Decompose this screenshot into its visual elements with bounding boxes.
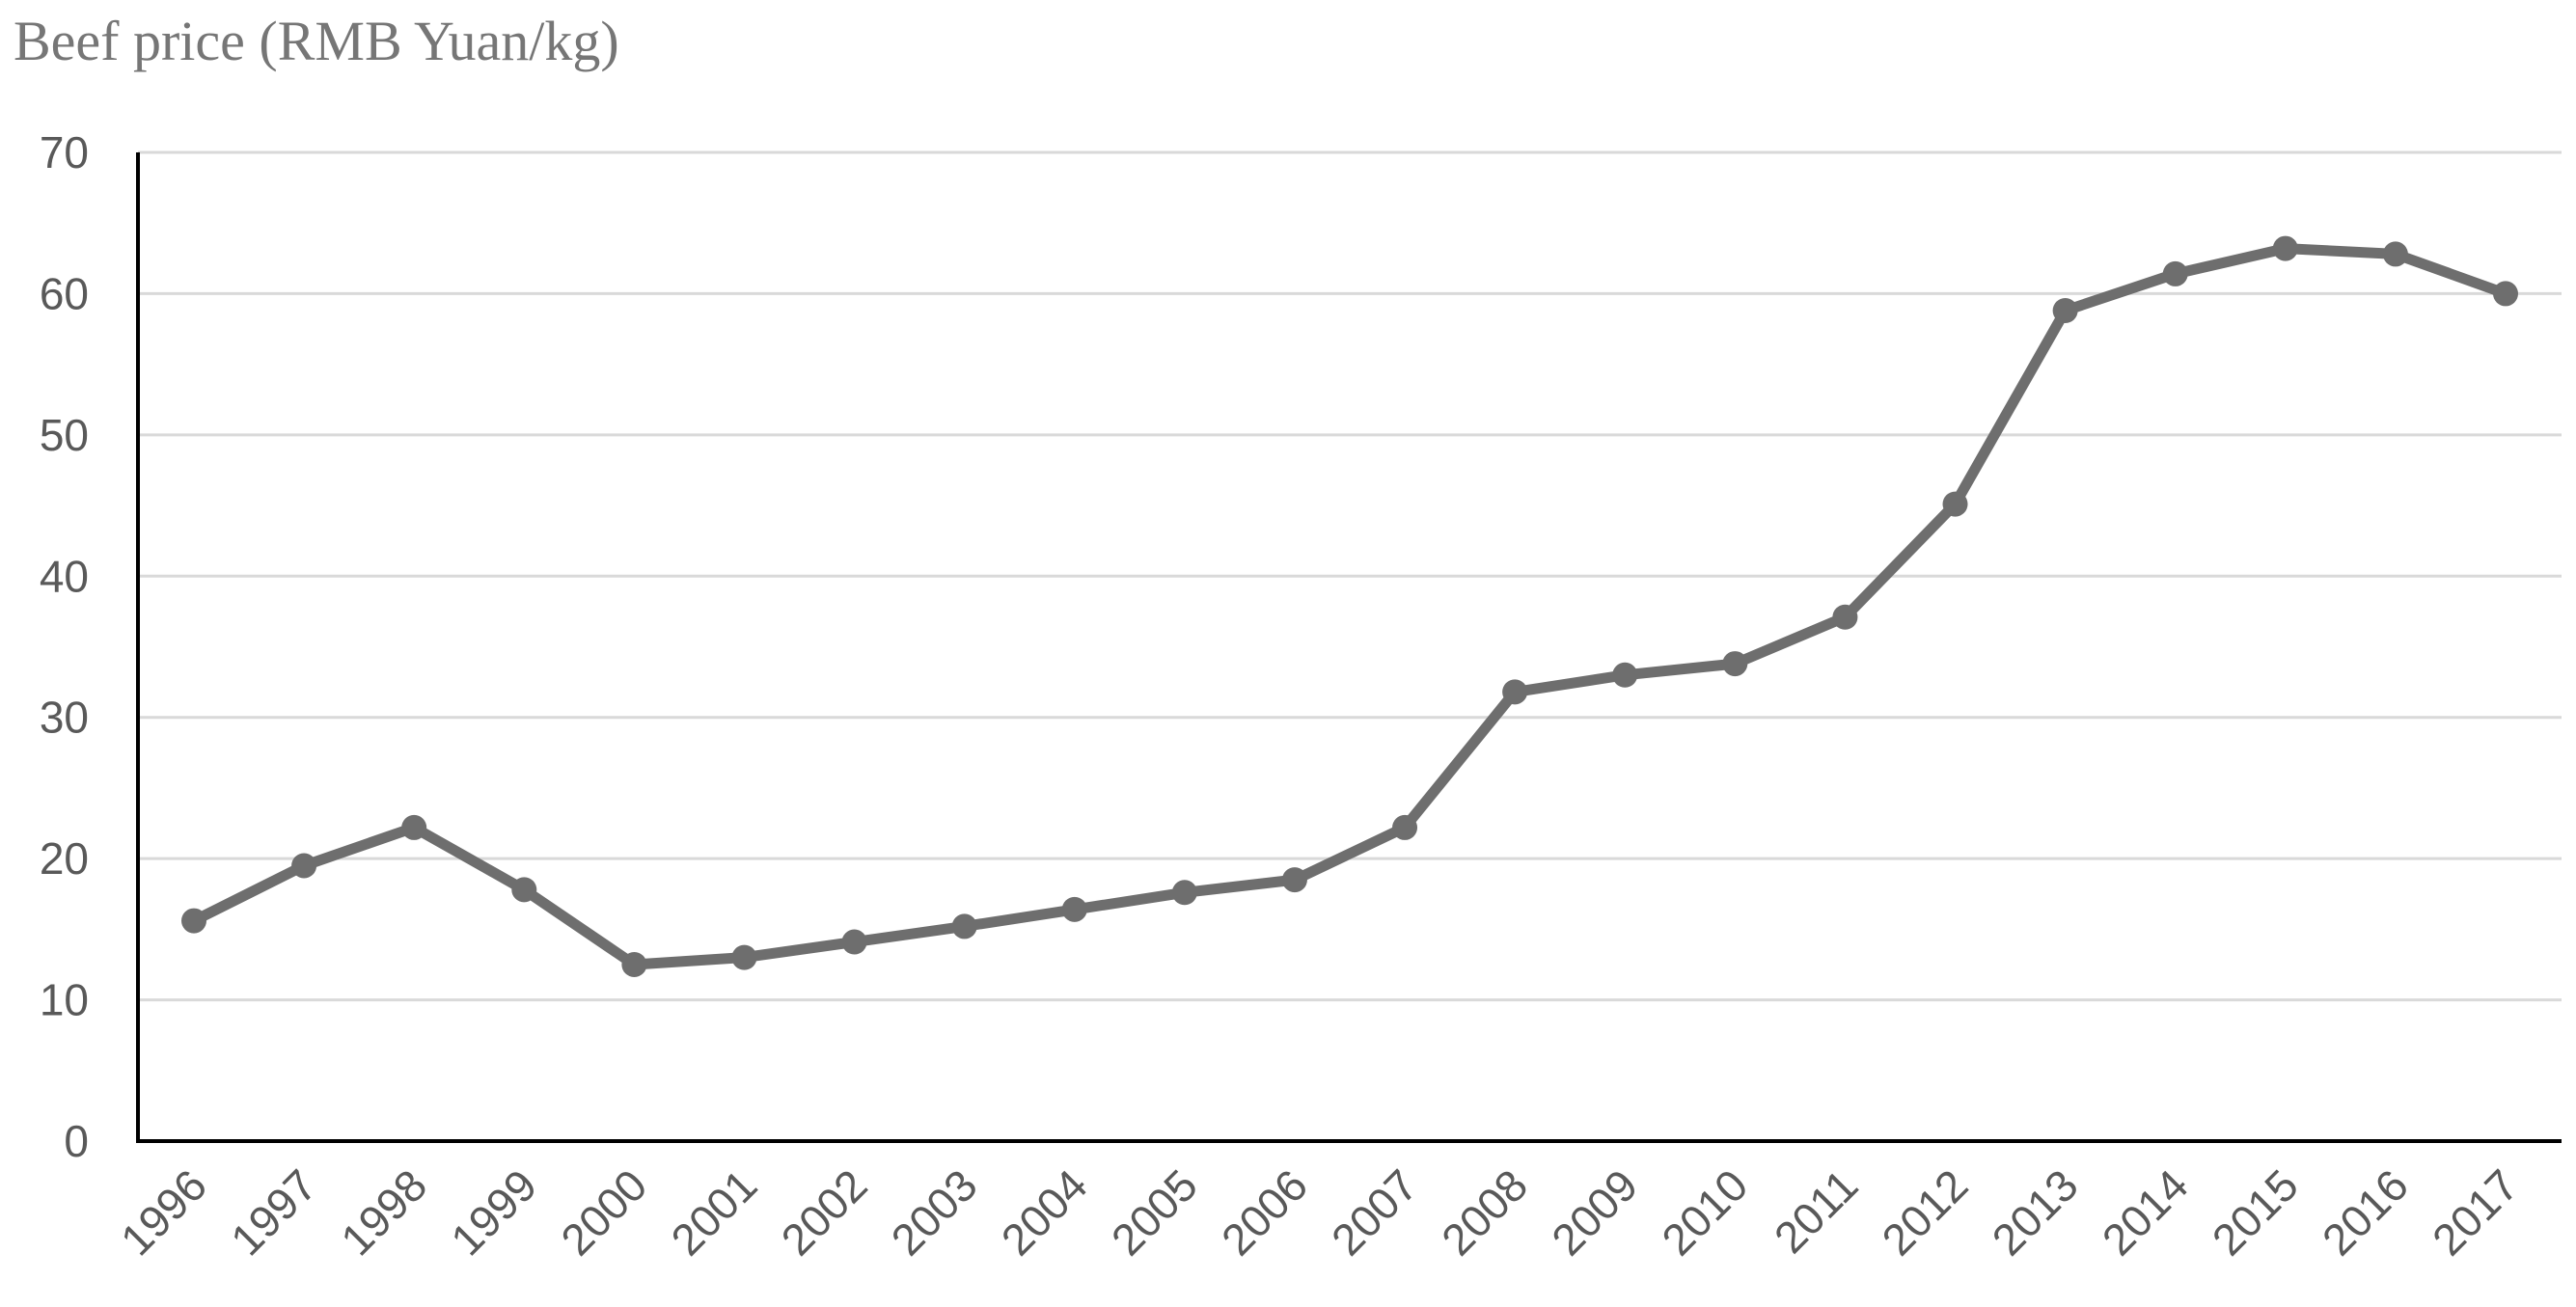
data-point-2006	[1281, 867, 1307, 893]
x-tick-label-2017: 2017	[2423, 1159, 2528, 1265]
x-tick-label-1997: 1997	[221, 1159, 326, 1265]
data-point-2012	[1942, 491, 1968, 517]
data-point-2009	[1612, 662, 1638, 688]
x-tick-label-2012: 2012	[1872, 1159, 1977, 1265]
data-point-2004	[1061, 896, 1087, 922]
x-tick-label-2008: 2008	[1432, 1159, 1537, 1265]
data-point-1999	[511, 877, 537, 903]
x-tick-label-2004: 2004	[992, 1159, 1097, 1265]
x-tick-label-1996: 1996	[111, 1159, 216, 1265]
x-tick-label-1998: 1998	[331, 1159, 436, 1265]
data-point-2008	[1502, 679, 1528, 705]
data-point-2001	[731, 944, 757, 970]
x-tick-label-2016: 2016	[2313, 1159, 2418, 1265]
x-tick-label-2001: 2001	[661, 1159, 766, 1265]
axes	[136, 152, 2562, 1143]
y-tick-label-60: 60	[40, 268, 89, 318]
x-tick-label-2003: 2003	[882, 1159, 987, 1265]
x-tick-label-2010: 2010	[1652, 1159, 1757, 1265]
data-point-2007	[1392, 814, 1418, 840]
y-tick-label-10: 10	[40, 975, 89, 1025]
data-point-2016	[2382, 241, 2408, 267]
x-tick-label-2013: 2013	[1983, 1159, 2088, 1265]
y-tick-label-50: 50	[40, 410, 89, 460]
x-tick-label-2007: 2007	[1322, 1159, 1427, 1265]
x-tick-label-2015: 2015	[2203, 1159, 2308, 1265]
data-point-2017	[2493, 281, 2518, 307]
gridlines	[138, 150, 2562, 1002]
data-point-1998	[401, 814, 427, 840]
y-axis-ticks: 0 10 20 30 40 50 60 70	[40, 127, 89, 1166]
x-tick-label-2009: 2009	[1542, 1159, 1647, 1265]
data-point-2014	[2162, 260, 2188, 286]
x-tick-label-2005: 2005	[1102, 1159, 1207, 1265]
x-tick-label-1999: 1999	[441, 1159, 546, 1265]
data-point-2010	[1722, 651, 1748, 677]
y-tick-label-20: 20	[40, 833, 89, 884]
data-point-2005	[1171, 880, 1197, 906]
data-point-2015	[2272, 235, 2298, 261]
data-point-2003	[951, 913, 977, 939]
y-tick-label-30: 30	[40, 693, 89, 743]
y-tick-label-70: 70	[40, 127, 89, 177]
x-axis-ticks: 1996 1997 1998 1999 2000 2001 2002 2003 2004 2005…	[111, 1159, 2528, 1265]
data-point-2000	[621, 951, 647, 977]
series-layer	[181, 235, 2518, 977]
data-point-2013	[2052, 298, 2078, 323]
x-tick-label-2002: 2002	[772, 1159, 877, 1265]
data-point-1997	[291, 853, 317, 879]
x-tick-label-2000: 2000	[551, 1159, 656, 1265]
series-line-0	[188, 243, 2511, 970]
data-point-1996	[181, 908, 206, 934]
x-tick-label-2006: 2006	[1212, 1159, 1317, 1265]
x-tick-label-2014: 2014	[2093, 1159, 2198, 1265]
y-tick-label-0: 0	[64, 1116, 89, 1166]
y-axis-title: Beef price (RMB Yuan/kg)	[14, 10, 619, 72]
data-point-2011	[1832, 604, 1858, 630]
x-tick-label-2011: 2011	[1765, 1159, 1868, 1263]
data-point-2002	[841, 929, 867, 955]
y-tick-label-40: 40	[40, 551, 89, 601]
